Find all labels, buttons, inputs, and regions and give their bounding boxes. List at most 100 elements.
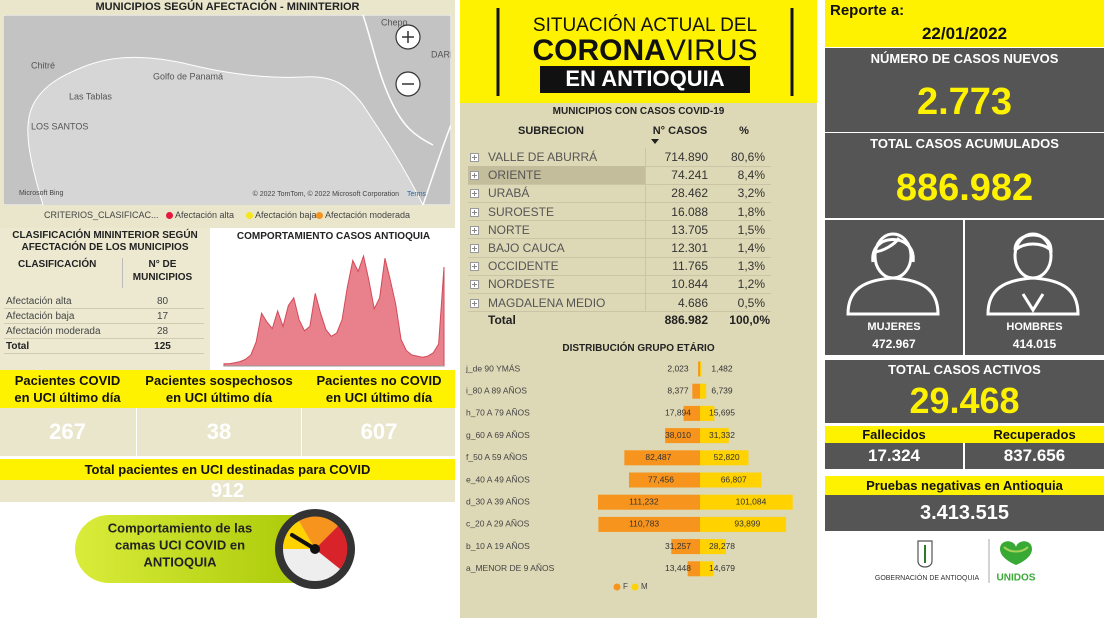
row-pct: 3,2% (737, 186, 765, 201)
legend-title: CRITERIOS_CLASIFICAC... (44, 210, 159, 220)
gauge-red (315, 526, 348, 569)
bar (628, 472, 700, 488)
row-cases: 11.765 (672, 259, 708, 274)
legend-dot (166, 212, 173, 219)
pyramid-chart: j_de 90 YMÁS 2,023 1,482 i_80 A 89 AÑOS 8,37… (465, 361, 793, 591)
row-pct: 80,6% (730, 150, 765, 164)
total-cases: 886.982 (664, 313, 708, 327)
stat-value: 886.982 (895, 167, 1034, 209)
bar (598, 516, 700, 532)
bar (700, 450, 749, 466)
row-cases: 74.241 (671, 168, 708, 183)
value-label: 66,807 (721, 474, 747, 484)
expand-plus-v (474, 282, 475, 288)
legend-dot (246, 212, 253, 219)
map-place-label: Golfo de Panamá (153, 71, 223, 81)
value-label: 38,010 (665, 430, 691, 440)
row-cases: 16.088 (671, 204, 708, 219)
bar (700, 539, 726, 555)
row-pct: 1,3% (737, 259, 765, 274)
row-highlight (468, 166, 645, 185)
map-place-label: Las Tablas (69, 91, 112, 101)
header-line1: SITUACIÓN ACTUAL DEL (533, 14, 757, 36)
column-header: CLASIFICACIÓN (18, 259, 97, 270)
chart-title: COMPORTAMIENTO CASOS ANTIOQUIA (236, 231, 431, 242)
y-tick-label: c_20 A 29 AÑOS (466, 519, 530, 529)
y-tick-label: f_50 A 59 AÑOS (466, 452, 528, 462)
gender-value: 414.015 (1012, 337, 1057, 351)
header-line2: CORONAVIRUS (532, 34, 757, 67)
stat-panel (825, 360, 1104, 423)
legend-label: F (623, 582, 628, 591)
row-pct: 1,2% (737, 277, 765, 292)
sub-value: 17.324 (868, 446, 920, 465)
header-box (540, 66, 750, 93)
table-title: CLASIFICACIÓN MININTERIOR SEGÚN AFECTACI… (12, 230, 198, 253)
report-label: Reporte a: (830, 2, 905, 19)
row-name: MAGDALENA MEDIO (488, 295, 606, 310)
row-divider (468, 274, 771, 276)
header-light: VIRUS (666, 34, 758, 67)
col-divider (645, 293, 646, 312)
header-divider (122, 258, 123, 288)
map-land (3, 15, 451, 205)
card-value: 267 (49, 419, 86, 444)
y-tick-label: e_40 A 49 AÑOS (466, 474, 530, 484)
col-divider (645, 148, 646, 166)
row-name: VALLE DE ABURRÁ (488, 150, 598, 164)
total-uci-value: 912 (0, 480, 455, 502)
header-line3: EN ANTIOQUIA (565, 66, 724, 91)
divider (963, 443, 965, 469)
row-value: 125 (154, 341, 171, 352)
sort-arrow (651, 139, 659, 144)
bar (700, 472, 762, 488)
map-attribution: © 2022 TomTom, © 2022 Microsoft Corporat… (253, 190, 399, 198)
banner-pill (75, 515, 345, 583)
unidos-logo-text: UNIDOS (997, 573, 1036, 584)
row-divider (4, 308, 204, 309)
bar (692, 383, 700, 399)
map-place-label: DARIÉN (431, 49, 451, 59)
row-divider (468, 183, 771, 185)
value-label: 1,482 (711, 363, 733, 373)
report-date: 22/01/2022 (921, 24, 1008, 43)
stat-panel (825, 133, 1104, 218)
stat-label: TOTAL CASOS ACUMULADOS (870, 136, 1059, 151)
value-label: 93,899 (734, 519, 760, 529)
map-place-label: Chitré (31, 60, 55, 70)
expand-plus-v (474, 264, 475, 270)
column-header: % (739, 125, 749, 137)
card-divider (136, 408, 137, 456)
row-cases: 714.890 (664, 150, 708, 164)
column-header: N° CASOS (652, 125, 708, 137)
column-header: SUBRECION (518, 125, 585, 137)
value-label: 17,894 (665, 408, 691, 418)
map-border (362, 15, 451, 205)
expand-plus-v (474, 191, 475, 197)
person-head (873, 232, 913, 280)
row-pct: 0,5% (737, 295, 765, 310)
row-pct: 8,4% (737, 168, 765, 183)
value-label: 77,456 (648, 474, 674, 484)
bar (665, 428, 700, 444)
map: Chepo DARIÉN Chitré Golfo de Panamá Las Tabl… (3, 15, 451, 205)
value-label: 28,278 (709, 541, 735, 551)
row-label: Afectación alta (6, 296, 72, 307)
row-cases: 10.844 (671, 277, 708, 292)
row-label: Total (6, 341, 30, 352)
banner-text: ANTIOQUIA (144, 554, 218, 569)
map-terms[interactable]: Terms (407, 191, 427, 198)
gender-value: 472.967 (872, 337, 916, 351)
stat-value: 29.468 (909, 380, 1020, 421)
sub-value: 837.656 (1003, 446, 1066, 465)
y-tick-label: d_30 A 39 AÑOS (466, 496, 530, 506)
map-provider: Microsoft Bing (19, 190, 63, 197)
row-label: Afectación baja (6, 311, 75, 322)
row-name: BAJO CAUCA (488, 241, 565, 255)
header-bold: CORONA (532, 34, 665, 67)
y-tick-label: b_10 A 19 AÑOS (466, 541, 530, 551)
legend-dot (316, 212, 323, 219)
legend-dot (613, 583, 621, 591)
row-value: 28 (156, 326, 169, 337)
